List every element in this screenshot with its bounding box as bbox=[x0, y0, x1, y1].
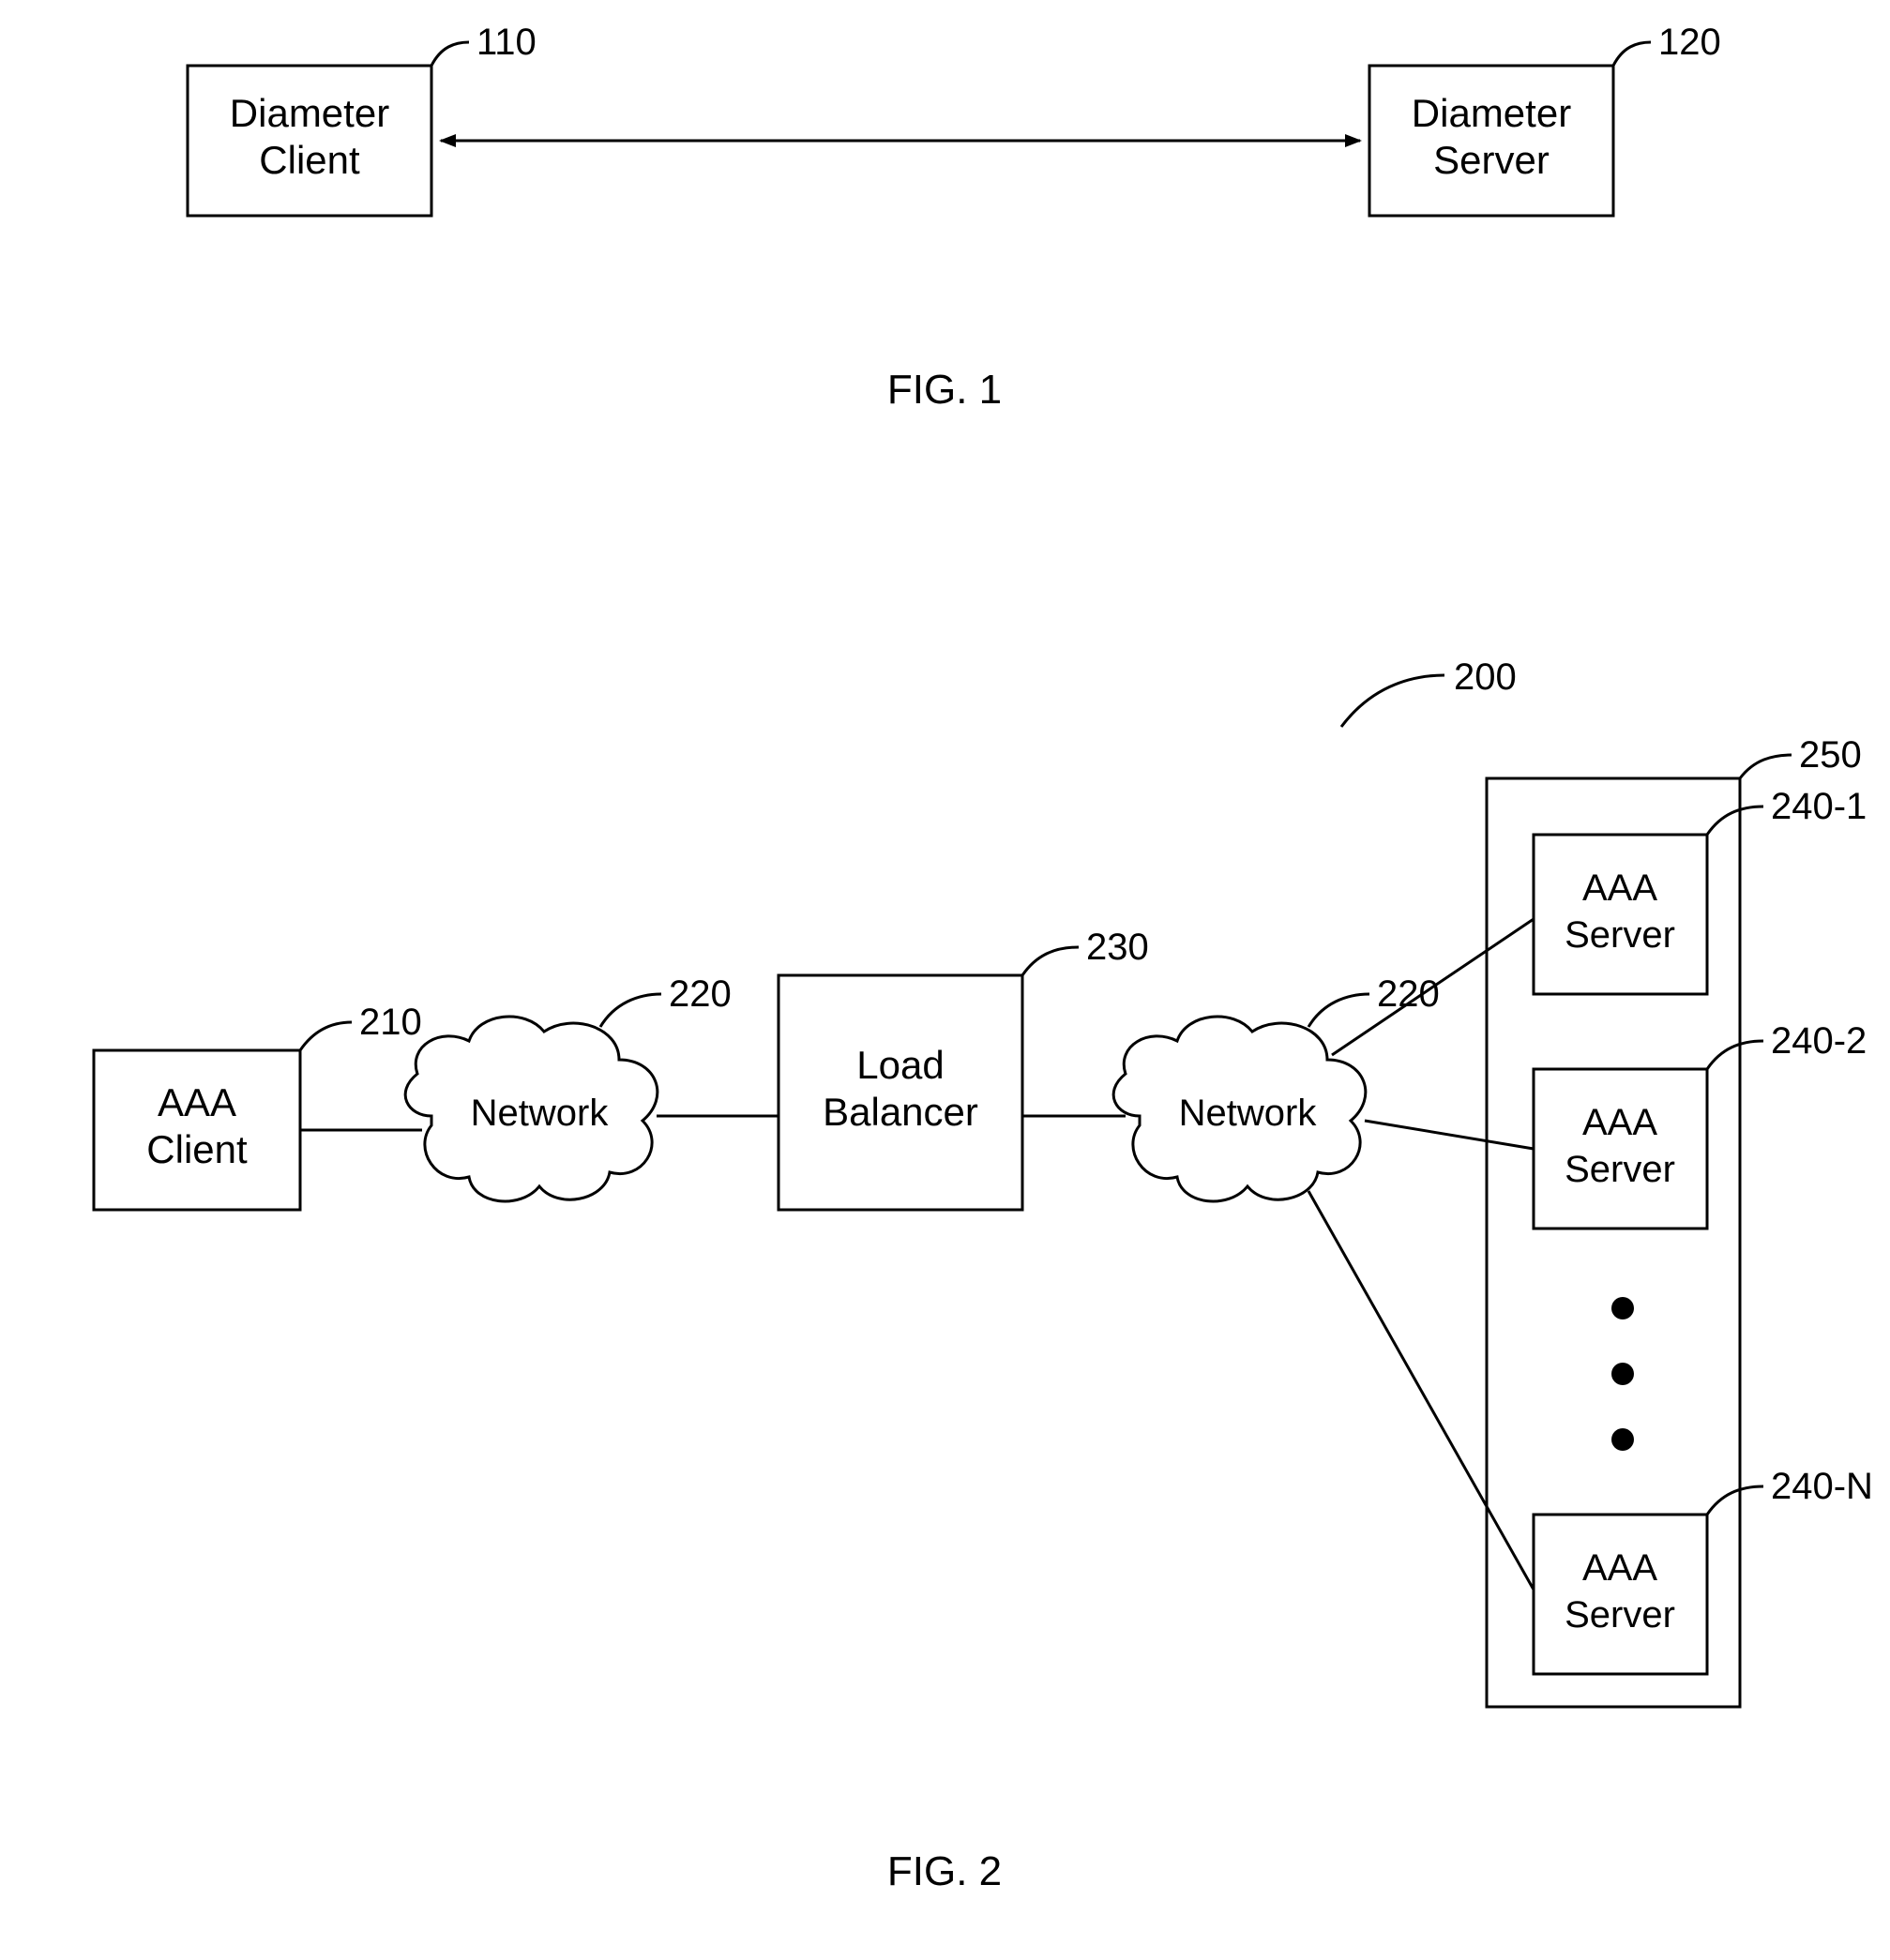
network-left-cloud: Network 220 bbox=[405, 973, 732, 1201]
system-ref-label: 200 bbox=[1454, 656, 1517, 698]
page: Diameter Client 110 Diameter Server 120 … bbox=[0, 0, 1890, 1960]
diameter-client-box: Diameter Client 110 bbox=[188, 22, 537, 216]
diameter-server-label1: Diameter bbox=[1412, 91, 1571, 135]
aaa-server-2-label1: AAA bbox=[1582, 1102, 1657, 1143]
fig2-caption: FIG. 2 bbox=[887, 1848, 1002, 1894]
fig1: Diameter Client 110 Diameter Server 120 … bbox=[188, 22, 1721, 413]
diameter-server-label2: Server bbox=[1433, 138, 1550, 182]
diameter-server-ref: 120 bbox=[1658, 22, 1721, 63]
aaa-client-label2: Client bbox=[146, 1127, 248, 1171]
aaa-server-n-label1: AAA bbox=[1582, 1547, 1657, 1589]
server-group-ref: 250 bbox=[1799, 734, 1862, 776]
network-right-label: Network bbox=[1179, 1093, 1318, 1134]
aaa-client-label1: AAA bbox=[158, 1080, 236, 1124]
aaa-server-n-label2: Server bbox=[1565, 1594, 1675, 1636]
load-balancer-ref: 230 bbox=[1086, 927, 1149, 968]
aaa-client-ref: 210 bbox=[359, 1002, 422, 1043]
diameter-client-label2: Client bbox=[259, 138, 360, 182]
fig2: 200 250 AAA Client 210 Network 220 Load bbox=[94, 656, 1873, 1894]
network-right-cloud: Network 220 bbox=[1113, 973, 1440, 1201]
diagram-svg: Diameter Client 110 Diameter Server 120 … bbox=[0, 0, 1890, 1960]
diameter-client-label1: Diameter bbox=[230, 91, 389, 135]
diameter-server-box: Diameter Server 120 bbox=[1369, 22, 1721, 216]
diameter-client-ref: 110 bbox=[476, 22, 537, 63]
system-ref: 200 bbox=[1341, 656, 1517, 727]
aaa-client-box: AAA Client 210 bbox=[94, 1002, 422, 1210]
load-balancer-box: Load Balancer 230 bbox=[779, 927, 1149, 1210]
network-right-ref: 220 bbox=[1377, 973, 1440, 1015]
aaa-server-n-ref: 240-N bbox=[1771, 1466, 1873, 1507]
aaa-server-2-label2: Server bbox=[1565, 1149, 1675, 1190]
aaa-server-1-label2: Server bbox=[1565, 914, 1675, 956]
aaa-server-2-ref: 240-2 bbox=[1771, 1020, 1867, 1062]
fig1-caption: FIG. 1 bbox=[887, 367, 1002, 413]
network-left-label: Network bbox=[471, 1093, 610, 1134]
aaa-server-1-ref: 240-1 bbox=[1771, 786, 1867, 827]
load-balancer-label2: Balancer bbox=[823, 1090, 978, 1134]
network-left-ref: 220 bbox=[669, 973, 732, 1015]
aaa-server-1-label1: AAA bbox=[1582, 867, 1657, 909]
load-balancer-label1: Load bbox=[856, 1043, 944, 1087]
